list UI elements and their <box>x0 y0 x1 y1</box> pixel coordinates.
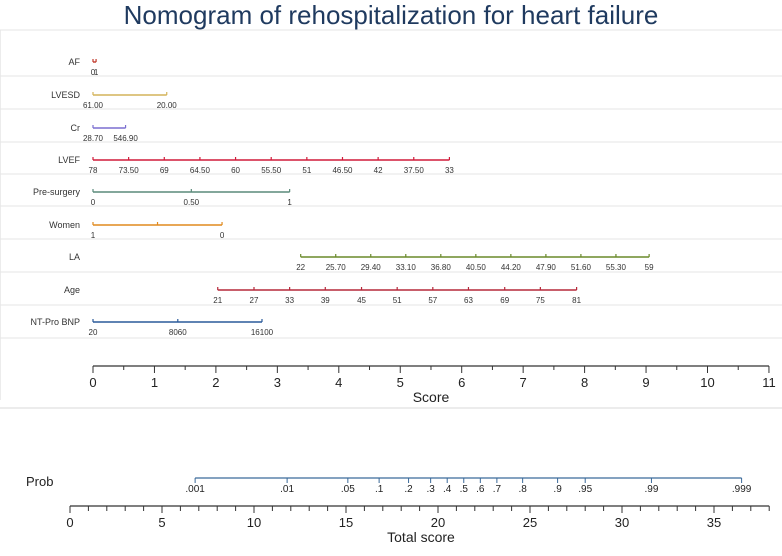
total-axis-tick-label: 0 <box>66 515 73 530</box>
variable-tick-label: 59 <box>645 263 654 272</box>
variable-tick-label: 1 <box>94 68 99 77</box>
prob-tick-label: .6 <box>476 484 485 495</box>
variable-tick-label: 60 <box>231 166 240 175</box>
score-axis-tick-label: 9 <box>642 375 649 390</box>
variable-label: LA <box>69 252 80 262</box>
variable-label: NT-Pro BNP <box>30 317 80 327</box>
variable-tick-label: 0.50 <box>184 198 200 207</box>
variable-tick-label: 25.70 <box>326 263 347 272</box>
variable-tick-label: 29.40 <box>361 263 382 272</box>
variable-tick-label: 51.60 <box>571 263 592 272</box>
prob-tick-label: .999 <box>732 484 752 495</box>
variable-label: LVESD <box>51 90 80 100</box>
variable-tick-label: 1 <box>91 231 96 240</box>
variable-tick-label: 16100 <box>251 328 274 337</box>
variable-tick-label: 21 <box>213 296 222 305</box>
total-axis-tick-label: 10 <box>247 515 261 530</box>
variable-label: Cr <box>71 123 81 133</box>
variable-tick-label: 78 <box>89 166 98 175</box>
score-axis-tick-label: 10 <box>700 375 714 390</box>
variable-tick-label: 61.00 <box>83 101 104 110</box>
variable-tick-label: 22 <box>296 263 305 272</box>
chart-title: Nomogram of rehospitalization for heart … <box>123 0 659 30</box>
variable-tick-label: 75 <box>536 296 545 305</box>
variable-label: Pre-surgery <box>33 187 81 197</box>
score-axis-tick-label: 0 <box>89 375 96 390</box>
variable-tick-label: 33 <box>285 296 294 305</box>
variable-label: Age <box>64 285 80 295</box>
score-axis-tick-label: 3 <box>274 375 281 390</box>
prob-tick-label: .4 <box>443 484 452 495</box>
score-axis-title: Score <box>413 389 450 405</box>
variable-tick-label: 37.50 <box>404 166 425 175</box>
total-axis-tick-label: 5 <box>158 515 165 530</box>
variable-tick-label: 63 <box>464 296 473 305</box>
prob-tick-label: .8 <box>518 484 527 495</box>
variable-tick-label: 40.50 <box>466 263 487 272</box>
variable-tick-label: 51 <box>302 166 311 175</box>
prob-tick-label: .2 <box>404 484 413 495</box>
variable-tick-label: 33 <box>445 166 454 175</box>
variable-tick-label: 47.90 <box>536 263 557 272</box>
variable-tick-label: 36.80 <box>431 263 452 272</box>
prob-tick-label: .9 <box>553 484 562 495</box>
score-axis-tick-label: 7 <box>520 375 527 390</box>
variable-tick-label: 55.30 <box>606 263 627 272</box>
total-axis-tick-label: 30 <box>615 515 629 530</box>
total-axis-tick-label: 20 <box>431 515 445 530</box>
variable-tick-label: 69 <box>500 296 509 305</box>
variable-tick-label: 0 <box>220 231 225 240</box>
prob-tick-label: .01 <box>280 484 294 495</box>
variable-label: LVEF <box>58 155 80 165</box>
variable-label: AF <box>68 57 80 67</box>
prob-tick-label: .1 <box>375 484 384 495</box>
prob-label: Prob <box>26 474 53 489</box>
variable-tick-label: 8060 <box>169 328 187 337</box>
score-axis-tick-label: 4 <box>335 375 342 390</box>
variable-tick-label: 0 <box>91 68 96 77</box>
variable-tick-label: 0 <box>91 198 96 207</box>
prob-tick-label: .95 <box>578 484 592 495</box>
score-axis-tick-label: 2 <box>212 375 219 390</box>
variable-tick-label: 42 <box>374 166 383 175</box>
variable-tick-label: 27 <box>250 296 259 305</box>
prob-tick-label: .7 <box>493 484 502 495</box>
total-axis-tick-label: 35 <box>707 515 721 530</box>
score-axis-tick-label: 1 <box>151 375 158 390</box>
variable-tick-label: 39 <box>321 296 330 305</box>
variable-tick-label: 81 <box>572 296 581 305</box>
variable-tick-label: 44.20 <box>501 263 522 272</box>
variable-label: Women <box>49 220 80 230</box>
total-axis-tick-label: 25 <box>523 515 537 530</box>
score-axis-tick-label: 5 <box>397 375 404 390</box>
prob-tick-label: .001 <box>185 484 205 495</box>
variable-tick-label: 20.00 <box>157 101 178 110</box>
variable-tick-label: 51 <box>393 296 402 305</box>
score-axis-tick-label: 6 <box>458 375 465 390</box>
prob-tick-label: .5 <box>460 484 469 495</box>
prob-tick-label: .99 <box>644 484 658 495</box>
variable-tick-label: 28.70 <box>83 134 104 143</box>
variable-tick-label: 55.50 <box>261 166 282 175</box>
variable-tick-label: 73.50 <box>119 166 140 175</box>
score-axis-tick-label: 8 <box>581 375 588 390</box>
variable-tick-label: 46.50 <box>332 166 353 175</box>
variable-tick-label: 33.10 <box>396 263 417 272</box>
variable-tick-label: 69 <box>160 166 169 175</box>
prob-tick-label: .05 <box>341 484 355 495</box>
total-axis-title: Total score <box>387 529 455 545</box>
score-axis-tick-label: 11 <box>762 375 776 390</box>
variable-tick-label: 546.90 <box>113 134 138 143</box>
prob-tick-label: .3 <box>426 484 435 495</box>
variable-tick-label: 64.50 <box>190 166 211 175</box>
variable-tick-label: 20 <box>89 328 98 337</box>
total-axis-tick-label: 15 <box>339 515 353 530</box>
variable-tick-label: 57 <box>428 296 437 305</box>
variable-tick-label: 1 <box>287 198 292 207</box>
variable-tick-label: 45 <box>357 296 366 305</box>
